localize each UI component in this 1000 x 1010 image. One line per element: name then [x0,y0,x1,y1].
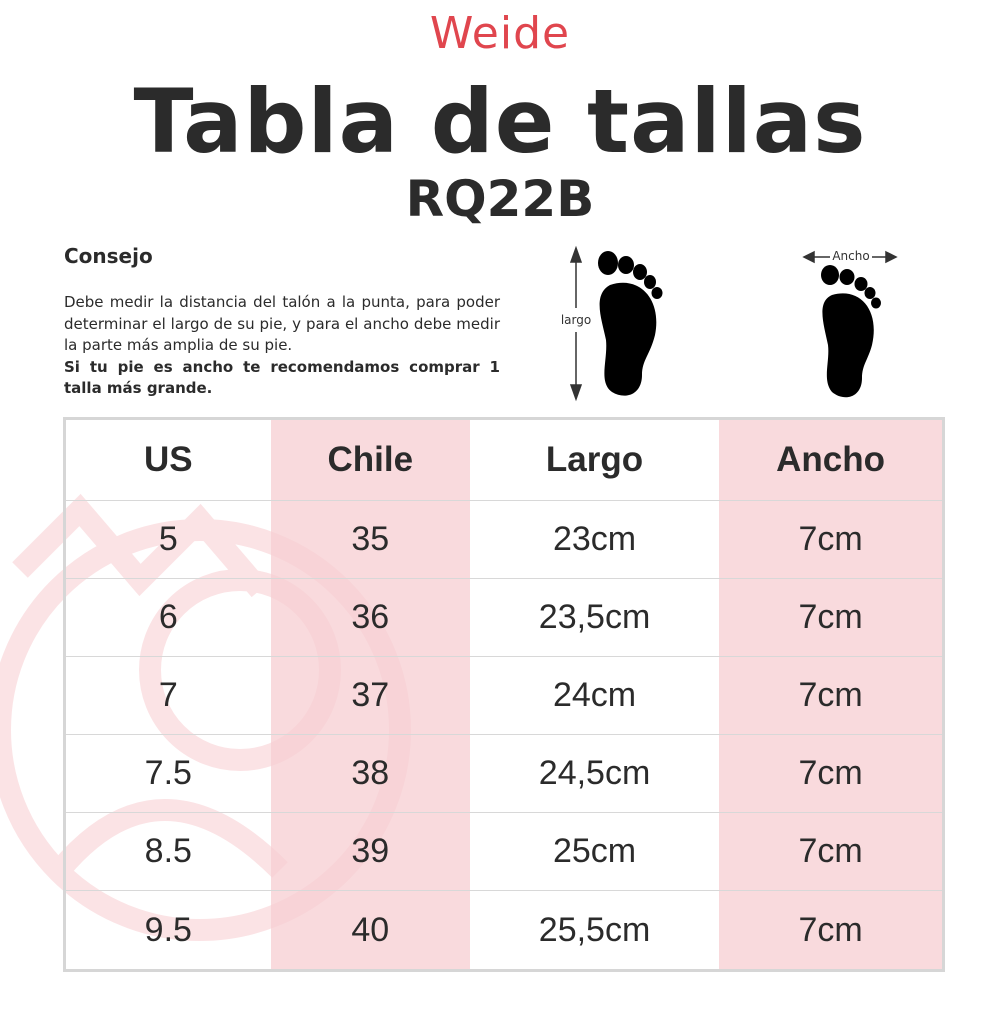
header-largo: Largo [469,418,720,501]
cell-ancho: 7cm [719,890,944,971]
cell-chile: 39 [270,812,470,891]
cell-largo: 25,5cm [469,890,720,971]
cell-ancho: 7cm [719,734,944,813]
tip-text: Debe medir la distancia del talón a la p… [64,292,500,400]
cell-chile: 37 [270,656,470,735]
cell-largo: 24,5cm [469,734,720,813]
cell-chile: 38 [270,734,470,813]
table-row: 6 36 23,5cm 7cm [64,578,944,657]
table-row: 9.5 40 25,5cm 7cm [64,890,944,971]
table-row: 8.5 39 25cm 7cm [64,812,944,891]
cell-ancho: 7cm [719,656,944,735]
cell-largo: 23,5cm [469,578,720,657]
foot-icon [821,265,881,398]
foot-measure-diagram: largo Ancho [561,245,898,402]
header-us: US [64,418,271,501]
cell-us: 5 [64,500,271,579]
length-label: largo [561,313,591,327]
header-chile: Chile [270,418,470,501]
cell-chile: 40 [270,890,470,971]
width-arrow-icon [802,250,898,264]
table-header-row: US Chile Largo Ancho [64,418,944,501]
table-row: 7 37 24cm 7cm [64,656,944,735]
table-row: 5 35 23cm 7cm [64,500,944,579]
cell-largo: 23cm [469,500,720,579]
cell-us: 8.5 [64,812,271,891]
header-ancho: Ancho [719,418,944,501]
size-table: US Chile Largo Ancho 5 35 23cm 7cm 6 36 … [63,417,945,972]
width-label: Ancho [832,249,869,263]
foot-icon [598,251,663,396]
cell-largo: 24cm [469,656,720,735]
tip-body: Debe medir la distancia del talón a la p… [64,293,500,354]
table-row: 7.5 38 24,5cm 7cm [64,734,944,813]
cell-chile: 35 [270,500,470,579]
cell-ancho: 7cm [719,812,944,891]
cell-us: 7.5 [64,734,271,813]
cell-us: 9.5 [64,890,271,971]
brand-logo: Weide [429,8,571,59]
cell-ancho: 7cm [719,500,944,579]
cell-chile: 36 [270,578,470,657]
length-arrow-icon [569,245,583,402]
cell-us: 7 [64,656,271,735]
model-code: RQ22B [405,170,595,228]
tip-heading: Consejo [64,244,153,268]
cell-ancho: 7cm [719,578,944,657]
page-title: Tabla de tallas [133,70,867,173]
tip-bold: Si tu pie es ancho te recomendamos compr… [64,357,500,398]
cell-largo: 25cm [469,812,720,891]
cell-us: 6 [64,578,271,657]
